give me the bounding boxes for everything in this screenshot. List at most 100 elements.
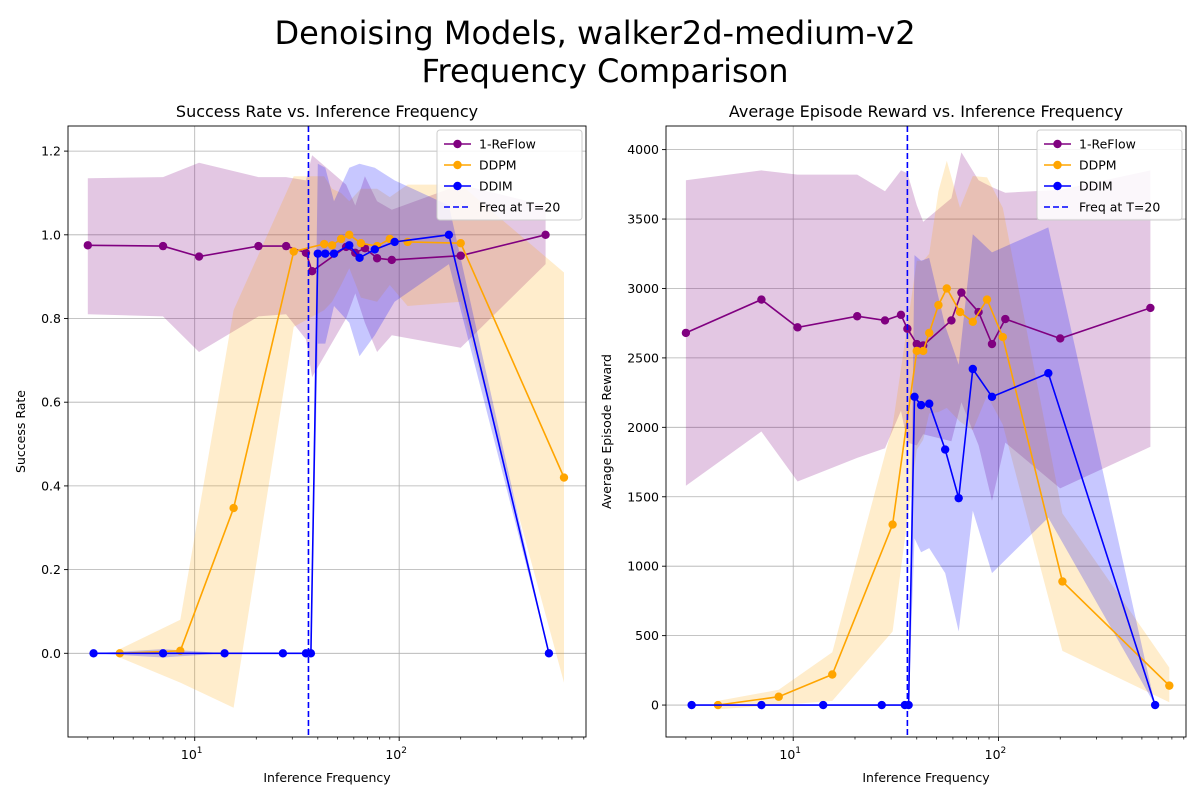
legend-ddim-label: DDIM bbox=[479, 179, 513, 194]
ddpm-point bbox=[934, 300, 943, 310]
ddim-point bbox=[544, 649, 554, 658]
legend-1-reflow-label: 1-ReFlow bbox=[479, 137, 536, 152]
y-tick-label: 2000 bbox=[627, 420, 659, 435]
axes-frame bbox=[665, 125, 1187, 738]
ddim-point bbox=[321, 249, 330, 258]
x-tick-exponent: 2 bbox=[1001, 746, 1007, 756]
ddim-point bbox=[345, 241, 354, 250]
legend-ddpm-label: DDPM bbox=[1079, 158, 1117, 173]
1-reflow-point bbox=[880, 316, 890, 325]
y-tick-label: 0 bbox=[651, 698, 659, 713]
ddim-point bbox=[940, 445, 950, 454]
ddpm-point bbox=[289, 247, 298, 256]
1-reflow-point bbox=[957, 288, 966, 297]
ddim-point bbox=[904, 700, 913, 710]
legend-vline-label: Freq at T=20 bbox=[1079, 200, 1160, 215]
ddpm-point bbox=[955, 307, 965, 317]
ddim-point bbox=[877, 700, 886, 710]
figure-title-line1: Denoising Models, walker2d-medium-v2 bbox=[274, 14, 915, 52]
legend-ddim-label: DDIM bbox=[1079, 179, 1113, 194]
y-tick-label: 1000 bbox=[627, 559, 659, 574]
plot-area bbox=[83, 126, 569, 737]
y-tick-label: 3500 bbox=[627, 212, 659, 227]
grid bbox=[68, 126, 586, 737]
x-tick-label: 101 bbox=[181, 746, 203, 762]
1-reflow-point bbox=[681, 328, 691, 338]
1-reflow-point bbox=[757, 295, 766, 304]
legend: 1-ReFlow DDPM DDIM Freq at T=20 bbox=[436, 129, 583, 221]
ddpm-confidence-band bbox=[119, 176, 565, 708]
axes-frame bbox=[67, 125, 587, 738]
ddpm-point bbox=[336, 234, 346, 244]
x-tick-exponent: 2 bbox=[401, 746, 407, 756]
ddim-point bbox=[925, 399, 934, 408]
1-reflow-confidence-band bbox=[685, 152, 1151, 501]
ddim-point bbox=[987, 392, 997, 401]
1-reflow-point bbox=[1146, 303, 1155, 313]
x-tick-label: 102 bbox=[985, 746, 1007, 762]
y-tick-label: 0.2 bbox=[41, 562, 61, 577]
ddim-point bbox=[390, 237, 399, 247]
ddim-point bbox=[1044, 368, 1053, 378]
ddim-point bbox=[89, 649, 98, 658]
1-reflow-point bbox=[254, 241, 263, 251]
legend-box bbox=[1036, 129, 1183, 221]
ddim-point bbox=[818, 700, 828, 710]
y-tick-label: 3000 bbox=[627, 281, 659, 296]
ddpm-point bbox=[982, 295, 992, 304]
ddpm-point bbox=[456, 238, 465, 248]
chart-title: Success Rate vs. Inference Frequency bbox=[176, 102, 478, 121]
ddpm-point bbox=[1058, 577, 1067, 586]
figure-title-line2: Frequency Comparison bbox=[421, 52, 788, 90]
x-tick-label: 102 bbox=[385, 746, 407, 762]
x-axis-label: Inference Frequency bbox=[263, 770, 391, 785]
ddpm-point bbox=[559, 473, 569, 482]
ddim-point bbox=[968, 364, 978, 374]
ddim-point bbox=[158, 649, 168, 658]
chart-title: Average Episode Reward vs. Inference Fre… bbox=[729, 102, 1123, 121]
ddpm-point bbox=[888, 520, 897, 529]
x-tick-exponent: 1 bbox=[197, 746, 203, 756]
legend-ddim-marker bbox=[1053, 181, 1062, 191]
legend-1-reflow-marker bbox=[1053, 139, 1062, 149]
ddim-point bbox=[313, 249, 323, 258]
y-tick-label: 0.4 bbox=[41, 478, 61, 493]
ddim-point bbox=[444, 230, 454, 240]
1-reflow-point bbox=[456, 251, 465, 260]
1-reflow-point bbox=[912, 339, 921, 349]
ddpm-point bbox=[919, 346, 928, 356]
ddim-point bbox=[954, 493, 963, 503]
1-reflow-confidence-band bbox=[87, 155, 546, 378]
y-tick-label: 2500 bbox=[627, 350, 659, 365]
ddpm-point bbox=[942, 284, 951, 293]
1-reflow-point bbox=[1056, 334, 1065, 343]
legend-ddim-marker bbox=[453, 181, 462, 191]
1-reflow-point bbox=[281, 241, 291, 251]
ddpm-point bbox=[1165, 681, 1174, 690]
1-reflow-point bbox=[194, 252, 204, 261]
1-reflow-point bbox=[947, 316, 956, 325]
plot-area bbox=[681, 126, 1174, 737]
1-reflow-point bbox=[541, 230, 550, 240]
1-reflow-point bbox=[387, 255, 396, 265]
legend-1-reflow-marker bbox=[453, 139, 462, 149]
ddim-point bbox=[687, 700, 696, 710]
1-reflow-point bbox=[83, 241, 93, 250]
1-reflow-point bbox=[896, 310, 906, 320]
1-reflow-point bbox=[158, 241, 168, 251]
ddpm-point bbox=[345, 230, 354, 240]
success-rate-chart: 0.0 0.2 0.4 0.6 0.8 1.0 1.2 101 102 Success Rate … bbox=[13, 102, 587, 785]
y-axis-label: Average Episode Reward bbox=[599, 354, 614, 509]
ddpm-point bbox=[229, 503, 238, 513]
ddpm-point bbox=[320, 239, 329, 249]
ddim-point bbox=[329, 249, 339, 258]
ddim-point bbox=[220, 649, 229, 658]
ddpm-point bbox=[356, 238, 366, 248]
y-tick-label: 4000 bbox=[627, 142, 659, 157]
ddpm-point bbox=[403, 237, 412, 247]
1-reflow-point bbox=[372, 254, 382, 263]
ddpm-point bbox=[998, 332, 1007, 342]
legend-1-reflow-label: 1-ReFlow bbox=[1079, 137, 1136, 152]
ddpm-point bbox=[774, 692, 783, 701]
